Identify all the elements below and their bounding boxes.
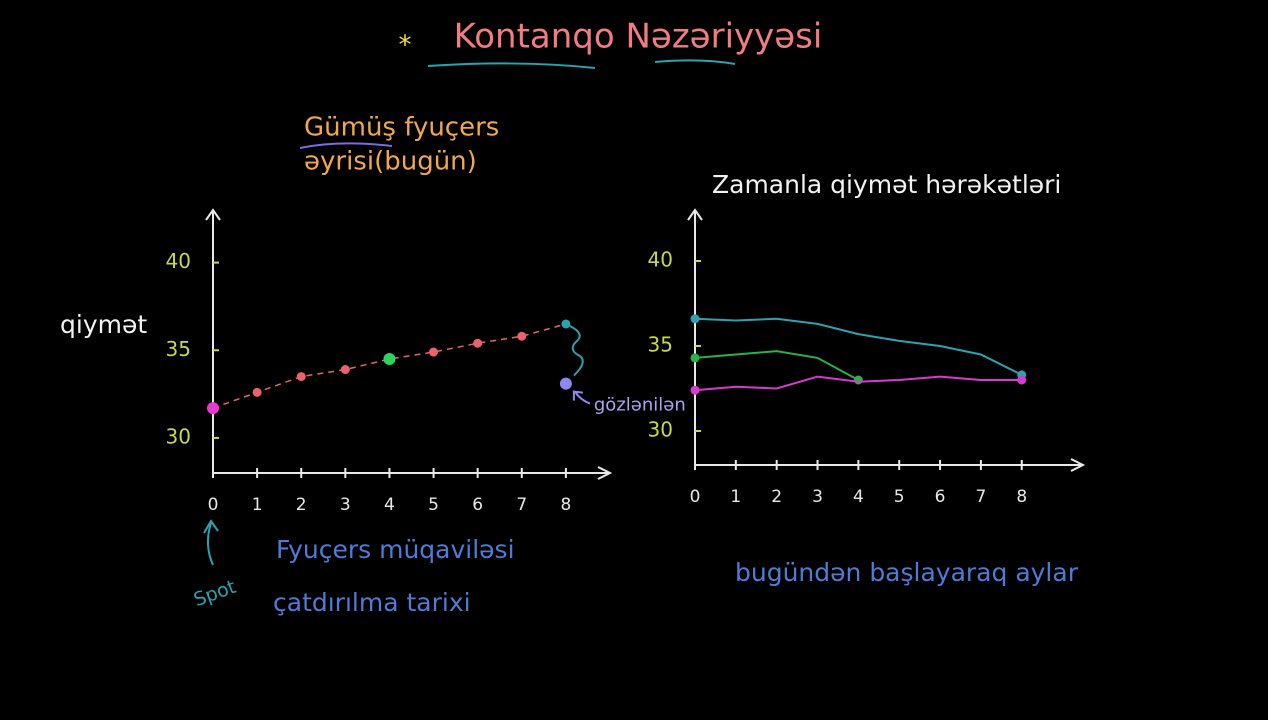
x-axis-label: çatdırılma tarixi [273,588,471,617]
data-point [383,353,396,366]
y-tick-label: 30 [648,418,673,442]
x-tick-label: 8 [1016,487,1027,507]
data-point [690,353,700,363]
series-line [694,350,859,381]
spot-arrow [203,519,219,566]
series-line [694,317,1023,376]
series-line [694,375,1022,392]
axis [205,208,613,480]
x-tick-label: 4 [384,495,395,515]
data-point [1017,375,1027,385]
x-tick-label: 4 [853,487,864,507]
x-tick-label: 5 [894,487,905,507]
x-tick-label: 2 [296,495,307,515]
x-tick-label: 3 [340,495,351,515]
scribble [299,142,393,149]
x-tick-label: 7 [975,487,986,507]
data-point [690,385,700,395]
star: * [399,31,412,61]
x-tick-label: 0 [208,495,219,515]
x-tick-label: 1 [252,495,263,515]
data-point [517,331,527,341]
axis [687,208,1086,472]
x-tick-label: 7 [516,495,527,515]
expected-point [559,377,572,390]
y-tick-label: 35 [166,337,191,361]
x-tick-label: 5 [428,495,439,515]
x-tick-label: 1 [730,487,741,507]
chart-title: Gümüş fyuçers [304,113,499,143]
data-point [561,319,571,329]
y-axis-label: qiymət [60,310,147,339]
x-tick-label: 6 [472,495,483,515]
data-point [473,338,483,348]
chart-title: əyrisi(bugün) [304,147,477,177]
right-chart: 30 35 40 0 1 2 3 4 5 6 7 8 Zamanla qiymət hərəkətlər… [648,170,1086,587]
x-tick-label: 3 [812,487,823,507]
expected-label: gözlənilən [594,395,686,416]
page-title: Kontanqo Nəzəriyyəsi [454,17,823,57]
x-axis-label: Fyuçers müqaviləsi [276,535,515,564]
data-point [429,347,439,357]
y-tick-label: 40 [648,248,673,272]
underline [427,59,736,69]
data-point [207,402,219,415]
data-point [252,387,262,397]
x-tick-label: 6 [935,487,946,507]
x-tick-label: 0 [690,487,701,507]
x-tick-label: 2 [771,487,782,507]
data-point [340,365,350,375]
data-point [690,314,700,324]
spot-label: Spot [191,576,239,611]
series-line [212,323,567,409]
y-tick-label: 40 [166,249,191,273]
expected-arrow [572,390,591,405]
data-point [296,372,306,382]
y-tick-label: 30 [166,424,191,448]
chart-title: Zamanla qiymət hərəkətləri [712,170,1061,199]
data-point [853,375,863,385]
x-tick-label: 8 [560,495,571,515]
left-chart: 30 35 40 0 1 2 3 4 5 6 7 8 Gümüş fyuçers əyrisi(bugün… [60,113,686,618]
y-tick-label: 35 [648,333,673,357]
x-axis-label: bugündən başlayaraq aylar [735,558,1079,587]
expected-wiggle [569,325,584,377]
